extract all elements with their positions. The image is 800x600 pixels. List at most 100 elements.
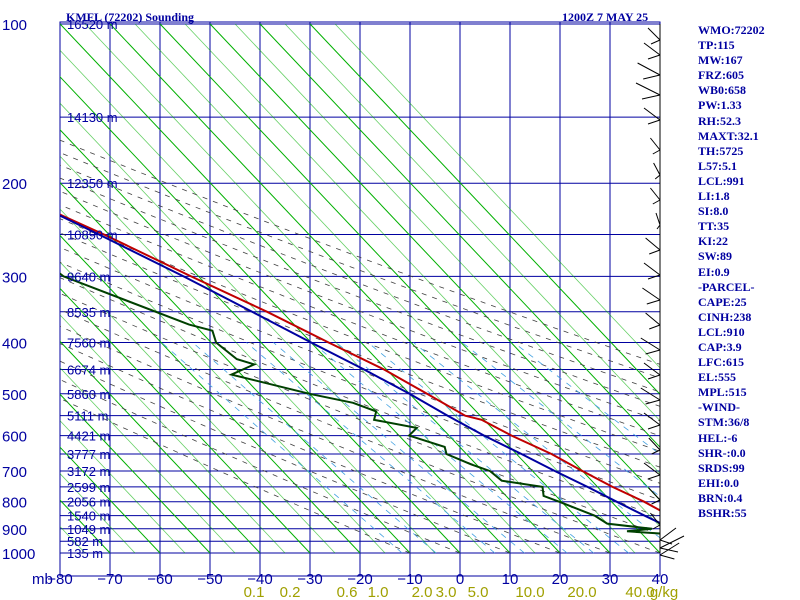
dry-adiabat-line	[60, 164, 660, 393]
temperature-tick-label: −70	[97, 571, 122, 588]
wind-barb-flag	[651, 449, 661, 455]
temperature-profile-line	[60, 213, 660, 512]
dry-adiabat-line	[60, 261, 660, 501]
wind-barb-flag	[649, 249, 661, 255]
isotherm-minor-line	[60, 49, 536, 554]
wind-barb-flag	[645, 399, 661, 405]
isotherm-minor-line	[284, 23, 660, 422]
height-tick-label: 4421 m	[67, 429, 110, 444]
wind-barb-flag	[645, 349, 661, 355]
wind-barb	[659, 535, 685, 549]
sounding-index-item: EI:0.9	[698, 264, 730, 279]
wind-barb	[637, 62, 661, 76]
height-tick-label: 16520 m	[67, 17, 118, 32]
sounding-index-item: L57:5.1	[698, 158, 737, 173]
isotherm-minor-line	[184, 23, 660, 528]
chart-title: KMFL (72202) Sounding	[66, 10, 194, 24]
wind-barb-flag	[659, 554, 675, 560]
wind-barb	[643, 462, 661, 476]
temperature-tick-label: −40	[247, 571, 272, 588]
temperature-tick-label: 40	[652, 571, 669, 588]
height-tick-label: 1540 m	[67, 509, 110, 524]
mixing-ratio-label: 10.0	[515, 584, 544, 600]
height-tick-label: 135 m	[67, 546, 103, 561]
pressure-tick-label: 1000	[2, 546, 35, 563]
sounding-index-item: MAXT:32.1	[698, 128, 759, 143]
wind-barbs	[635, 24, 685, 560]
height-tick-label: 7560 m	[67, 335, 110, 350]
sounding-index-item: MPL:515	[698, 385, 747, 400]
wind-barb	[655, 212, 661, 226]
mixing-ratio-line	[367, 342, 629, 554]
wind-barb	[643, 42, 661, 56]
dry-adiabat-line	[60, 139, 660, 365]
sounding-index-item: MW:167	[698, 53, 743, 68]
wind-barb	[643, 107, 661, 121]
sounding-index-item: CAPE:25	[698, 294, 747, 309]
wind-barb-flag	[652, 149, 661, 155]
isotherm-line	[60, 23, 561, 554]
isotherm-minor-line	[134, 23, 636, 554]
pressure-tick-label: 200	[2, 176, 27, 193]
mixing-ratio-line	[513, 342, 660, 455]
wind-barb	[650, 512, 661, 526]
isotherm-minor-line	[84, 23, 586, 554]
wind-barb	[643, 412, 661, 426]
wind-barb-flag	[647, 424, 661, 430]
chart-subtitle: 1200Z 7 MAY 25	[562, 10, 648, 24]
height-tick-label: 2599 m	[67, 480, 110, 495]
height-tick-label: 5860 m	[67, 387, 110, 402]
temperature-tick-label: 20	[552, 571, 569, 588]
isotherm-line	[259, 23, 660, 448]
mixing-ratio-label: 0.6	[337, 584, 358, 600]
height-tick-label: 14130 m	[67, 110, 118, 125]
wind-barb-flag	[646, 299, 661, 305]
parcel-path-line	[60, 214, 660, 525]
pressure-tick-label: 400	[2, 335, 27, 352]
temperature-tick-label: 0	[456, 571, 464, 588]
sounding-index-item: TP:115	[698, 38, 735, 53]
pressure-tick-label: 800	[2, 495, 27, 512]
wind-barb	[640, 387, 661, 401]
mixing-ratio-label: 2.0	[412, 584, 433, 600]
pressure-tick-label: 600	[2, 429, 27, 446]
pressure-unit-label: mb	[32, 571, 53, 588]
wind-barb-flag	[649, 324, 661, 330]
dry-adiabat-line	[60, 204, 660, 437]
dry-adiabat-line	[60, 246, 660, 484]
sounding-index-item: WB0:658	[698, 83, 746, 98]
sounding-index-item: STM:36/8	[698, 415, 750, 430]
sounding-index-item: HEL:-6	[698, 430, 738, 445]
pressure-tick-label: 100	[2, 17, 27, 34]
height-tick-label: 12350 m	[67, 176, 118, 191]
mixing-ratio-line	[413, 342, 660, 539]
wind-barb-flag	[647, 54, 661, 60]
isotherm-minor-line	[60, 155, 436, 554]
mixing-ratio-label: 40.0	[625, 584, 654, 600]
mixing-ratio-label: 5.0	[468, 584, 489, 600]
mixing-ratio-line	[335, 342, 594, 554]
isotherm-line	[60, 234, 361, 554]
sounding-index-item: -PARCEL-	[698, 279, 755, 294]
sounding-index-item: BRN:0.4	[698, 490, 743, 505]
dry-adiabat-line	[60, 360, 511, 554]
isotherm-minor-line	[60, 261, 336, 554]
sounding-index-item: WMO:72202	[698, 23, 765, 37]
mixing-ratio-label: 0.1	[244, 584, 265, 600]
sounding-index-item: SW:89	[698, 249, 733, 264]
sounding-index-item: TH:5725	[698, 143, 744, 158]
height-tick-label: 582 m	[67, 534, 103, 549]
isotherm-minor-line	[60, 314, 286, 554]
mixing-ratio-line	[273, 342, 525, 554]
wind-barb-flag	[656, 224, 661, 230]
wind-barb	[659, 542, 680, 556]
sounding-index-item: SI:8.0	[698, 204, 729, 219]
dry-adiabat-line	[60, 277, 660, 518]
mixing-ratio-line	[311, 342, 568, 554]
wind-barb-flag	[654, 174, 661, 180]
sounding-index-item: -WIND-	[698, 400, 740, 415]
isotherm-minor-line	[60, 208, 386, 554]
sounding-index-item: EL:555	[698, 370, 737, 385]
